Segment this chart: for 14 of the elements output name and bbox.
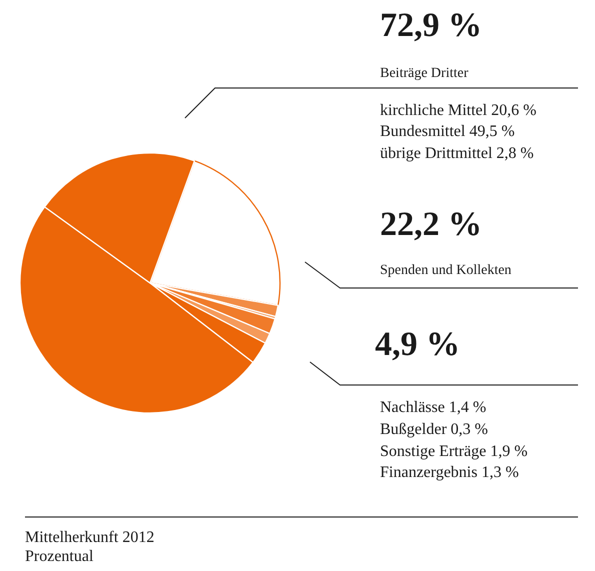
text: Mittelherkunft 2012	[25, 529, 154, 546]
text: Nachlässe 1,4 %	[380, 399, 486, 416]
text: 22,2 %	[380, 206, 482, 243]
text: Sonstige Erträge 1,9 %	[380, 443, 528, 460]
text: Spenden und Kollekten	[380, 263, 512, 278]
text: 72,9 %	[380, 7, 482, 44]
text: Bundesmittel 49,5 %	[380, 123, 515, 140]
text: Prozentual	[25, 548, 94, 565]
text: kirchliche Mittel 20,6 %	[380, 102, 536, 119]
text: 4,9 %	[375, 326, 460, 363]
text: Bußgelder 0,3 %	[380, 421, 488, 438]
text: Finanzergebnis 1,3 %	[380, 464, 519, 481]
text: Beiträge Dritter	[380, 66, 469, 81]
text: übrige Drittmittel 2,8 %	[380, 145, 534, 162]
